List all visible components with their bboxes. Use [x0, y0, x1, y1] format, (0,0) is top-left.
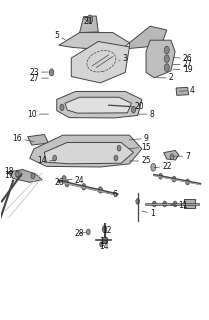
Polygon shape — [146, 40, 175, 78]
Text: 27: 27 — [29, 74, 48, 83]
Text: 4: 4 — [179, 86, 194, 95]
Polygon shape — [28, 134, 48, 145]
Text: 26: 26 — [54, 179, 64, 188]
Circle shape — [164, 46, 169, 54]
Circle shape — [31, 173, 35, 179]
Text: 27: 27 — [173, 60, 192, 69]
Text: 6: 6 — [107, 190, 117, 199]
Circle shape — [170, 154, 174, 160]
Circle shape — [186, 179, 189, 185]
Text: 10: 10 — [27, 110, 48, 119]
Text: 14: 14 — [100, 242, 109, 251]
Polygon shape — [129, 26, 167, 49]
Circle shape — [15, 172, 19, 177]
Circle shape — [184, 201, 187, 207]
Text: 8: 8 — [138, 110, 155, 119]
Text: 23: 23 — [29, 68, 48, 76]
Circle shape — [172, 176, 176, 182]
Text: 16: 16 — [13, 134, 34, 143]
Text: 21: 21 — [83, 17, 93, 26]
Text: 17: 17 — [4, 172, 22, 180]
Circle shape — [114, 155, 118, 161]
Text: 18: 18 — [4, 167, 22, 176]
Text: 22: 22 — [154, 162, 172, 171]
Circle shape — [152, 201, 156, 207]
Text: 9: 9 — [129, 134, 148, 143]
Circle shape — [49, 69, 54, 76]
Text: 28: 28 — [75, 229, 86, 238]
Text: 13: 13 — [100, 237, 109, 246]
Circle shape — [164, 55, 169, 62]
Polygon shape — [30, 135, 142, 167]
Circle shape — [164, 64, 169, 71]
Text: 15: 15 — [129, 143, 151, 152]
Polygon shape — [57, 92, 142, 118]
Text: 7: 7 — [171, 152, 190, 161]
Circle shape — [100, 242, 103, 247]
Circle shape — [159, 173, 162, 179]
Circle shape — [60, 104, 64, 111]
Polygon shape — [176, 87, 189, 95]
Circle shape — [131, 107, 136, 113]
Polygon shape — [8, 170, 42, 182]
Circle shape — [98, 187, 102, 193]
Text: 14: 14 — [37, 156, 55, 165]
Circle shape — [82, 184, 86, 190]
Text: 20: 20 — [127, 102, 145, 111]
Text: 26: 26 — [173, 54, 192, 63]
Circle shape — [53, 155, 57, 161]
Circle shape — [151, 164, 156, 171]
Polygon shape — [80, 16, 98, 33]
Circle shape — [62, 176, 66, 182]
Polygon shape — [71, 42, 129, 83]
Circle shape — [117, 145, 121, 151]
Circle shape — [102, 226, 107, 233]
Text: 24: 24 — [67, 176, 84, 185]
Text: 12: 12 — [102, 226, 111, 235]
Polygon shape — [164, 150, 179, 160]
Circle shape — [136, 198, 140, 204]
Text: 25: 25 — [129, 156, 151, 165]
Text: 1: 1 — [142, 209, 155, 218]
Text: 2: 2 — [156, 73, 173, 82]
Text: 3: 3 — [119, 53, 128, 62]
Circle shape — [173, 201, 177, 207]
Polygon shape — [44, 142, 134, 164]
Circle shape — [87, 15, 93, 23]
Polygon shape — [184, 199, 195, 208]
Polygon shape — [59, 33, 129, 50]
Circle shape — [87, 229, 90, 235]
Circle shape — [107, 102, 111, 108]
Polygon shape — [65, 97, 131, 113]
Text: 5: 5 — [54, 31, 65, 40]
Text: 19: 19 — [173, 65, 192, 74]
Text: 11: 11 — [171, 201, 188, 210]
Circle shape — [65, 180, 69, 187]
Circle shape — [163, 201, 167, 207]
Circle shape — [102, 237, 107, 244]
